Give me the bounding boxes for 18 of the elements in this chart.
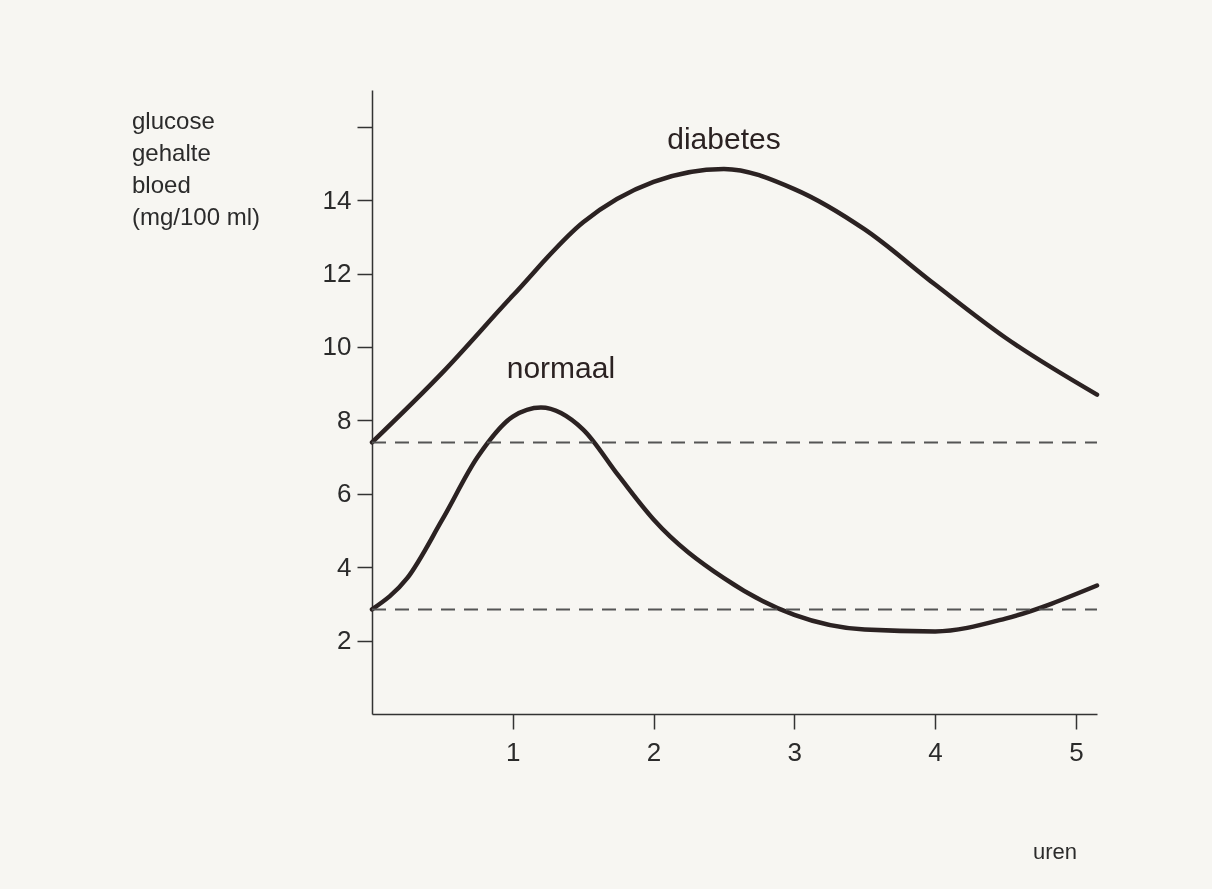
x-tick-label: 2 — [646, 736, 662, 767]
line-series — [369, 166, 1100, 445]
series-label: diabetes — [667, 121, 781, 155]
y-tick-label: 8 — [337, 404, 352, 435]
line-series — [369, 405, 1100, 634]
y-tick-label: 6 — [337, 478, 352, 509]
x-tick-label: 4 — [928, 736, 943, 767]
y-tick-label: 14 — [322, 184, 352, 215]
y-tick-label: 2 — [337, 625, 352, 656]
y-tick-label: 4 — [337, 551, 352, 582]
y-tick-label: 10 — [322, 331, 352, 362]
x-tick-label: 1 — [506, 736, 521, 767]
x-axis-title: uren — [1032, 839, 1077, 864]
y-axis-title: glucose gehalte bloed (mg/100 ml) — [132, 107, 261, 230]
x-tick-label: 3 — [787, 736, 803, 767]
y-tick-label: 12 — [322, 258, 352, 289]
x-tick-label: 5 — [1069, 736, 1084, 767]
series-label: normaal — [506, 350, 616, 384]
